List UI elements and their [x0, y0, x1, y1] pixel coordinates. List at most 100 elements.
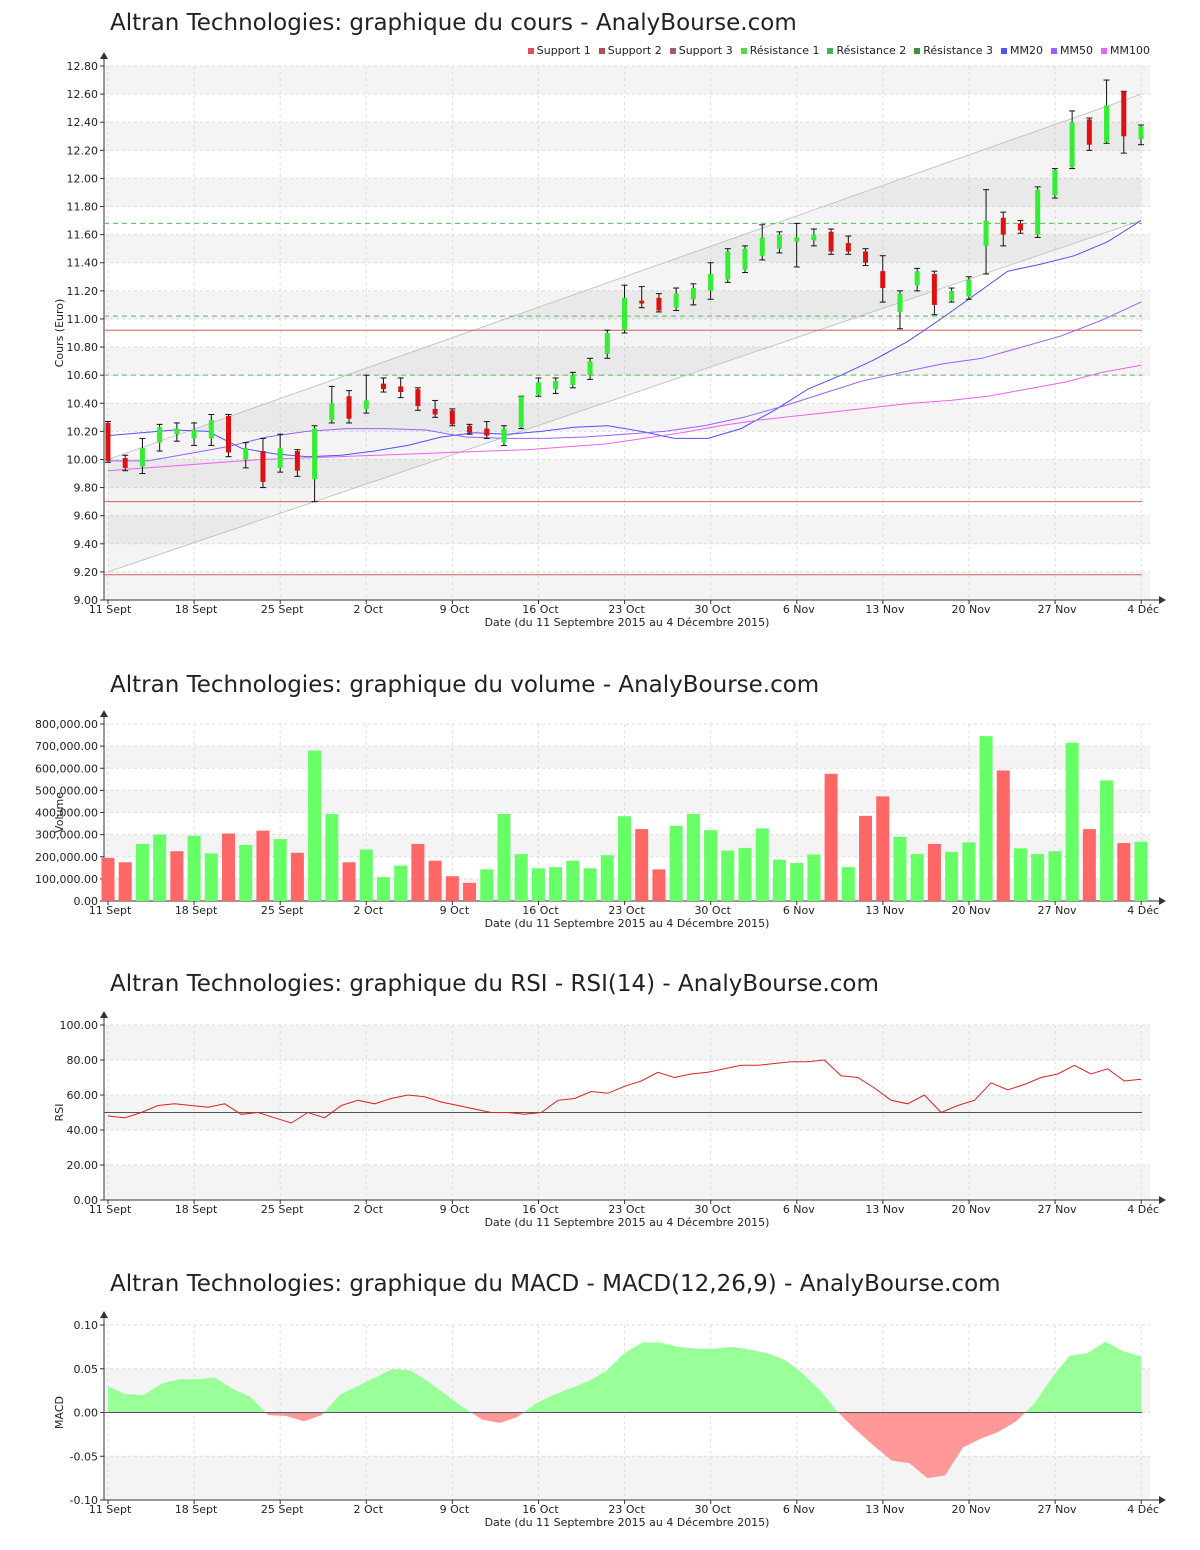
candle-body	[673, 293, 679, 308]
legend-entry: Support 2	[598, 44, 662, 57]
volume-bar	[428, 860, 442, 901]
macd-ylabel: MACD	[53, 1396, 66, 1429]
price-xlabel: Date (du 11 Septembre 2015 au 4 Décembre…	[485, 616, 770, 629]
volume-bar	[325, 814, 339, 901]
macd-xtick-label: 23 Oct	[608, 1503, 645, 1516]
volume-bar	[1031, 854, 1045, 901]
volume-xtick-label: 9 Oct	[440, 904, 470, 917]
volume-bar	[686, 814, 700, 901]
price-ytick-label: 10.00	[67, 453, 99, 466]
price-ytick-label: 12.00	[67, 172, 99, 185]
candle-body	[639, 300, 645, 304]
price-xtick-label: 6 Nov	[783, 603, 815, 616]
legend-entry: MM20	[1001, 44, 1043, 57]
volume-bar	[807, 854, 821, 901]
candle-body	[208, 420, 214, 439]
legend-entry: Support 1	[527, 44, 591, 57]
legend-label: Support 1	[536, 44, 591, 57]
rsi-xtick-label: 18 Sept	[175, 1203, 218, 1216]
volume-bar	[1100, 780, 1114, 901]
macd-xtick-label: 6 Nov	[783, 1503, 815, 1516]
volume-bar	[927, 843, 941, 901]
price-ytick-label: 12.80	[67, 60, 99, 73]
rsi-xtick-label: 2 Oct	[354, 1203, 384, 1216]
volume-ytick-label: 700,000.00	[35, 740, 98, 753]
candle-body	[966, 279, 972, 297]
candle-body	[1138, 126, 1144, 140]
macd-ytick-label: 0.10	[74, 1319, 99, 1332]
rsi-chart: 0.00 20.00 40.00 60.00 80.00 100.00 11 Sept 18 …	[53, 1011, 1166, 1229]
volume-bar	[1082, 829, 1096, 901]
volume-bar	[256, 830, 270, 901]
price-ytick-label: 9.20	[74, 566, 99, 579]
macd-xtick-label: 16 Oct	[522, 1503, 559, 1516]
candle-body	[604, 333, 610, 355]
price-x-axis-arrow	[1159, 596, 1166, 604]
price-ytick-label: 10.60	[67, 369, 99, 382]
macd-area-negative	[471, 1412, 524, 1423]
candle-body	[811, 234, 817, 241]
candle-body	[1069, 122, 1075, 168]
volume-bar	[308, 750, 322, 901]
volume-bar	[876, 796, 890, 901]
volume-bar	[772, 859, 786, 901]
candle-body	[845, 243, 851, 252]
candle-body	[1121, 91, 1127, 137]
volume-xtick-label: 13 Nov	[865, 904, 904, 917]
legend-swatch	[740, 47, 747, 54]
price-xtick-label: 30 Oct	[694, 603, 731, 616]
price-ytick-label: 12.20	[67, 144, 99, 157]
volume-bar	[514, 854, 528, 901]
volume-bar	[1013, 848, 1027, 901]
volume-bar	[824, 773, 838, 901]
candle-body	[226, 415, 232, 453]
volume-xtick-label: 4 Déc	[1127, 904, 1159, 917]
rsi-chart-title: Altran Technologies: graphique du RSI - …	[110, 971, 879, 997]
macd-xtick-label: 13 Nov	[865, 1503, 904, 1516]
candle-body	[1035, 189, 1041, 235]
volume-bar	[222, 833, 236, 901]
candle-body	[776, 234, 782, 249]
volume-bar	[463, 882, 477, 901]
macd-area-negative	[265, 1412, 325, 1422]
volume-bar	[359, 849, 373, 901]
volume-bar	[290, 852, 304, 901]
legend-entry: MM50	[1051, 44, 1093, 57]
price-ytick-label: 9.00	[74, 594, 99, 607]
volume-bar	[566, 860, 580, 901]
rsi-xtick-label: 13 Nov	[865, 1203, 904, 1216]
candle-body	[931, 273, 937, 305]
macd-ytick-label: -0.10	[70, 1494, 98, 1507]
price-ytick-label: 11.40	[67, 257, 99, 270]
volume-bar	[170, 851, 184, 901]
volume-bar	[910, 854, 924, 901]
volume-bar	[118, 862, 132, 901]
rsi-xtick-label: 27 Nov	[1038, 1203, 1077, 1216]
candle-body	[553, 380, 559, 390]
macd-xtick-label: 27 Nov	[1038, 1503, 1077, 1516]
volume-xtick-label: 18 Sept	[175, 904, 218, 917]
volume-bar	[480, 869, 494, 901]
price-ylabel: Cours (Euro)	[53, 299, 66, 368]
volume-bar	[979, 736, 993, 901]
price-ytick-label: 11.00	[67, 313, 99, 326]
volume-xtick-label: 30 Oct	[694, 904, 731, 917]
macd-ytick-label: 0.00	[74, 1407, 99, 1420]
volume-ylabel: Volume	[53, 792, 66, 833]
candle-body	[346, 396, 352, 419]
volume-bar	[600, 855, 614, 901]
macd-xtick-label: 11 Sept	[89, 1503, 132, 1516]
volume-bar	[841, 867, 855, 901]
legend-label: MM50	[1060, 44, 1094, 57]
candle-body	[501, 428, 507, 443]
candle-body	[863, 251, 869, 263]
price-xtick-label: 27 Nov	[1038, 603, 1077, 616]
price-ytick-label: 11.60	[67, 229, 99, 242]
price-ytick-label: 12.40	[67, 116, 99, 129]
volume-xtick-label: 25 Sept	[261, 904, 304, 917]
candle-body	[432, 408, 438, 415]
candle-body	[415, 389, 421, 407]
volume-bar	[342, 862, 356, 901]
price-xtick-label: 25 Sept	[261, 603, 304, 616]
